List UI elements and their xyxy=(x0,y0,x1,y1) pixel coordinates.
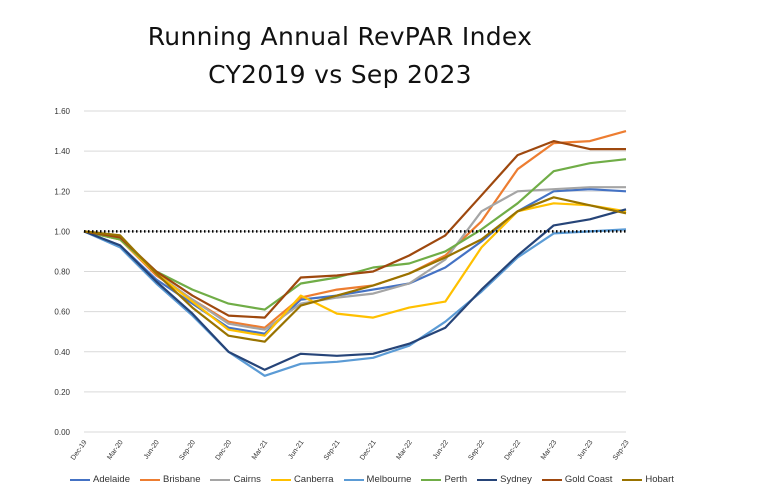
legend-label: Cairns xyxy=(233,474,261,485)
legend-item: Adelaide xyxy=(70,474,130,485)
series-line-cairns xyxy=(83,186,626,331)
legend-label: Adelaide xyxy=(93,474,130,485)
x-tick-label: Mar-21 xyxy=(251,439,270,461)
y-tick-label: 0.80 xyxy=(54,268,70,277)
legend-item: Cairns xyxy=(210,474,261,485)
legend-item: Canberra xyxy=(270,474,334,485)
x-tick-label: Mar-23 xyxy=(540,439,559,461)
x-tick-label: Dec-22 xyxy=(504,439,523,462)
x-tick-label: Sep-21 xyxy=(323,439,342,462)
legend-swatch xyxy=(541,478,562,481)
y-tick-label: 1.00 xyxy=(54,227,70,236)
series-line-canberra xyxy=(83,202,627,337)
x-tick-label: Jun-21 xyxy=(287,439,305,461)
legend-label: Gold Coast xyxy=(564,474,613,485)
series-line-brisbane xyxy=(83,130,627,329)
legend-swatch xyxy=(70,478,90,481)
x-tick-label: Jun-22 xyxy=(432,439,450,461)
chart-subtitle: CY2019 vs Sep 2023 xyxy=(208,60,472,89)
x-axis: Dec-19 Mar-20 Jun-20 Sep-20 Dec-20 Mar-21 Jun-… xyxy=(70,439,631,462)
x-tick-label: Sep-22 xyxy=(467,439,486,462)
chart-title: Running Annual RevPAR Index xyxy=(147,22,533,51)
x-tick-label: Mar-20 xyxy=(106,439,125,461)
x-tick-label: Mar-22 xyxy=(395,439,414,461)
y-tick-label: 1.60 xyxy=(54,107,70,116)
legend-swatch xyxy=(139,478,160,481)
legend-swatch xyxy=(622,478,643,481)
y-tick-label: 1.40 xyxy=(54,147,70,156)
legend-label: Melbourne xyxy=(366,474,412,485)
legend-item: Brisbane xyxy=(139,474,201,485)
x-tick-label: Dec-21 xyxy=(359,439,378,462)
x-tick-label: Jun-23 xyxy=(576,439,594,461)
legend-label: Sydney xyxy=(500,474,532,485)
x-tick-label: Sep-23 xyxy=(612,439,631,462)
legend-item: Sydney xyxy=(477,474,532,485)
y-tick-label: 1.20 xyxy=(54,187,70,196)
series-line-sydney xyxy=(83,208,627,371)
y-tick-label: 0.40 xyxy=(54,348,70,357)
legend-item: Melbourne xyxy=(343,474,412,485)
legend-swatch xyxy=(421,478,442,481)
series-lines xyxy=(83,130,627,377)
legend-item: Hobart xyxy=(622,474,674,485)
x-tick-label: Dec-19 xyxy=(70,439,89,462)
legend-label: Canberra xyxy=(293,474,334,485)
x-tick-label: Jun-20 xyxy=(143,439,161,461)
legend-swatch xyxy=(477,478,498,481)
y-tick-label: 0.00 xyxy=(54,428,70,437)
legend-label: Brisbane xyxy=(162,474,201,485)
legend-label: Hobart xyxy=(645,474,674,485)
y-tick-label: 0.20 xyxy=(54,388,70,397)
series-line-gold-coast xyxy=(83,140,626,319)
chart-legend: Adelaide Brisbane Cairns Canberra Melbourne P… xyxy=(70,474,674,485)
legend-item: Perth xyxy=(421,474,467,485)
y-axis: 0.00 0.20 0.40 0.60 0.80 1.00 1.20 1.40 1.60 xyxy=(54,107,70,437)
series-line-hobart xyxy=(83,196,627,343)
series-line-melbourne xyxy=(83,228,627,377)
legend-swatch xyxy=(210,478,231,481)
x-tick-label: Dec-20 xyxy=(214,439,233,462)
legend-label: Perth xyxy=(444,474,468,485)
x-tick-label: Sep-20 xyxy=(178,439,197,462)
legend-item: Gold Coast xyxy=(541,474,613,485)
y-tick-label: 0.60 xyxy=(54,308,70,317)
legend-swatch xyxy=(270,478,291,481)
legend-swatch xyxy=(343,478,364,481)
